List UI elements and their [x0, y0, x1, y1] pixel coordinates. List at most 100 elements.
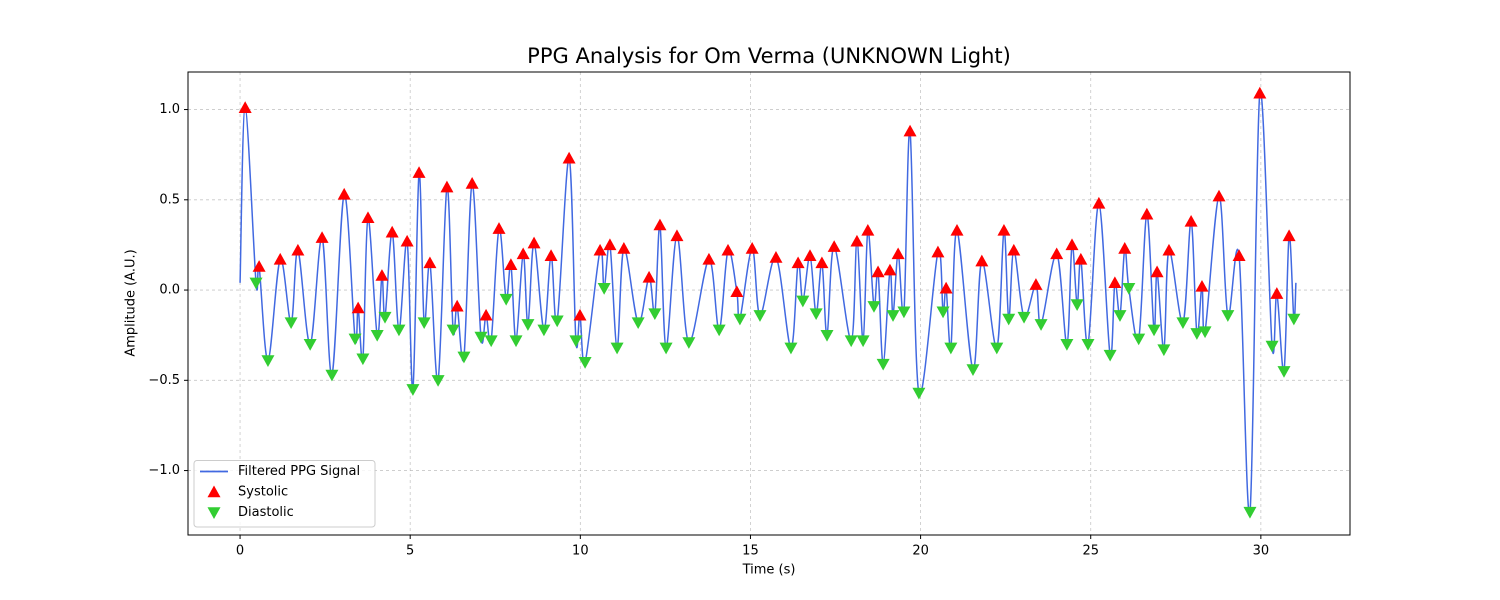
plot-frame	[187, 71, 1351, 536]
systolic-marker	[450, 299, 464, 312]
x-tick-label: 0	[236, 544, 244, 559]
y-axis-label: Amplitude (A.U.)	[124, 249, 139, 356]
diastolic-marker	[1132, 333, 1146, 346]
diastolic-marker	[348, 333, 362, 346]
diastolic-marker	[1122, 283, 1136, 295]
systolic-marker	[504, 258, 518, 270]
diastolic-marker	[550, 315, 564, 328]
systolic-marker	[827, 240, 841, 252]
diastolic-marker	[1002, 313, 1016, 326]
systolic-marker	[465, 177, 479, 189]
y-tick-label: −1.0	[148, 463, 180, 478]
x-tick-label: 25	[1082, 544, 1099, 559]
diastolic-marker	[1113, 310, 1127, 322]
systolic-marker	[1270, 287, 1284, 299]
legend-label: Filtered PPG Signal	[238, 464, 360, 479]
diastolic-marker	[990, 342, 1004, 355]
diastolic-marker	[1081, 339, 1095, 351]
systolic-marker	[1118, 242, 1132, 254]
systolic-marker	[1092, 196, 1106, 209]
systolic-marker	[769, 251, 783, 263]
diastolic-marker	[325, 369, 339, 382]
diastolic-marker	[1265, 340, 1279, 353]
systolic-marker	[1212, 189, 1226, 202]
diastolic-marker	[897, 306, 911, 319]
diastolic-marker	[474, 331, 488, 344]
diastolic-marker	[753, 310, 767, 322]
systolic-marker	[931, 245, 945, 258]
systolic-marker	[516, 247, 530, 260]
systolic-marker	[1065, 238, 1079, 251]
diastolic-marker	[659, 342, 673, 355]
chart-title: PPG Analysis for Om Verma (UNKNOWN Light…	[527, 44, 1011, 68]
diastolic-marker	[809, 308, 823, 321]
systolic-marker	[562, 151, 576, 164]
systolic-marker	[1050, 247, 1064, 260]
diastolic-marker	[1287, 313, 1301, 326]
diastolic-marker	[597, 283, 611, 295]
diastolic-marker	[1190, 328, 1204, 340]
systolic-marker	[492, 222, 506, 234]
systolic-marker	[252, 260, 266, 272]
systolic-marker	[975, 254, 989, 267]
systolic-marker	[791, 256, 805, 269]
systolic-marker	[850, 234, 864, 247]
systolic-marker	[1029, 278, 1043, 290]
diastolic-marker	[966, 364, 980, 376]
diastolic-marker	[457, 351, 471, 364]
systolic-marker	[803, 249, 817, 261]
systolic-marker	[544, 249, 558, 261]
systolic-marker	[1074, 252, 1088, 265]
systolic-marker	[315, 231, 329, 243]
systolic-marker	[593, 243, 607, 256]
systolic-marker	[479, 308, 493, 321]
diastolic-marker	[1103, 349, 1117, 362]
systolic-marker	[1195, 279, 1209, 292]
diastolic-marker	[648, 308, 662, 321]
y-tick-label: 0.0	[159, 283, 180, 298]
y-tick-label: 0.5	[159, 192, 180, 207]
systolic-marker	[903, 124, 917, 137]
systolic-marker	[721, 243, 735, 256]
diastolic-marker	[631, 317, 645, 330]
systolic-marker	[1007, 243, 1021, 256]
diastolic-marker	[1034, 319, 1048, 331]
systolic-marker	[653, 218, 667, 231]
diastolic-marker	[867, 301, 881, 313]
systolic-marker	[883, 263, 897, 276]
x-axis-label: Time (s)	[742, 563, 796, 578]
systolic-marker	[861, 223, 875, 236]
systolic-marker	[337, 187, 351, 200]
systolic-marker	[670, 229, 684, 242]
legend-box	[193, 460, 376, 528]
diastolic-marker	[370, 329, 384, 342]
diastolic-marker	[446, 324, 460, 337]
diastolic-marker	[1147, 324, 1161, 337]
diastolic-marker	[1070, 299, 1084, 311]
diastolic-marker	[876, 358, 890, 371]
y-tick-label: −0.5	[148, 373, 180, 388]
diastolic-marker	[537, 324, 551, 337]
systolic-marker	[291, 243, 305, 256]
diastolic-marker	[406, 384, 420, 396]
systolic-marker	[745, 242, 759, 254]
x-tick-label: 15	[742, 544, 759, 559]
systolic-marker	[351, 301, 365, 314]
systolic-marker	[527, 236, 541, 249]
diastolic-marker	[569, 335, 583, 348]
legend-label: Diastolic	[238, 505, 294, 520]
y-tick-label: 1.0	[159, 102, 180, 117]
systolic-marker	[1282, 229, 1296, 242]
systolic-marker	[273, 252, 287, 265]
x-tick-label: 5	[406, 544, 414, 559]
x-tick-label: 10	[572, 544, 589, 559]
systolic-marker	[1150, 265, 1164, 278]
diastolic-marker	[682, 337, 696, 349]
diastolic-marker	[1176, 317, 1190, 330]
diastolic-marker	[1198, 326, 1212, 339]
diastolic-marker	[1017, 311, 1031, 324]
diastolic-marker	[303, 339, 317, 351]
systolic-marker	[1184, 214, 1198, 227]
systolic-marker	[1162, 243, 1176, 256]
